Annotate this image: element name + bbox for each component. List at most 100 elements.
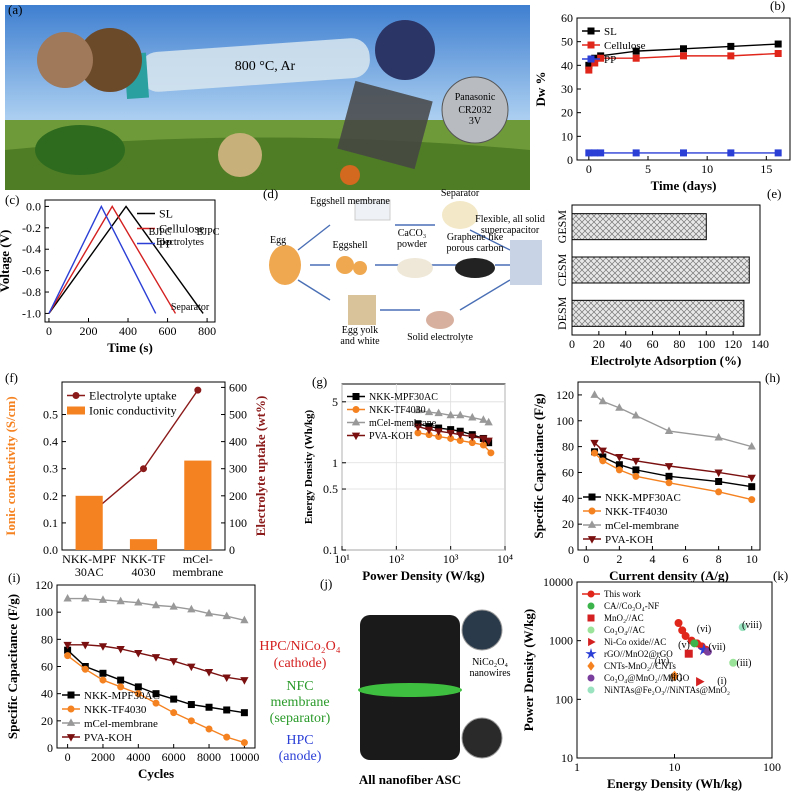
marker <box>587 520 597 528</box>
y-tick-label: 120 <box>35 578 53 592</box>
marker <box>98 595 108 603</box>
x-category-label: NKK-MPF 30AC <box>62 552 116 579</box>
y2-tick-label: 0 <box>229 543 235 557</box>
y-tick-label: 120 <box>556 388 574 402</box>
marker <box>134 650 143 658</box>
marker <box>187 701 195 709</box>
x-tick-label: 10000 <box>229 750 259 764</box>
marker <box>674 619 683 628</box>
legend-label: rGO//MnO2@rGO <box>604 649 673 659</box>
marker <box>240 615 249 624</box>
x-tick-label: 400 <box>119 324 137 338</box>
legend-label: This work <box>604 589 641 599</box>
marker <box>434 408 443 417</box>
annotation: (ii) <box>670 672 682 683</box>
legend-label: Ionic conductivity <box>89 404 177 418</box>
y-tick-label: 0.3 <box>43 462 58 476</box>
marker <box>64 652 72 660</box>
x-tick-label: 8000 <box>197 750 221 764</box>
marker <box>479 435 488 444</box>
y-tick-label: 10000 <box>543 575 573 589</box>
plot-frame <box>576 581 773 759</box>
marker <box>680 149 687 157</box>
annotation: (v) <box>678 640 690 651</box>
y-tick-label: -0.6 <box>22 264 41 278</box>
legend-label: NKK-TF4030 <box>605 506 668 518</box>
marker <box>187 604 196 613</box>
marker <box>222 611 231 620</box>
annotation: Panasonic <box>455 92 496 103</box>
y-category-label: GESM <box>555 210 569 244</box>
x-tick-label: 0 <box>569 337 575 351</box>
marker <box>664 463 674 471</box>
x-axis-label: Electrolyte Adsorption (%) <box>591 353 742 368</box>
marker <box>81 593 90 602</box>
legend-label: CNTs-MnO₂//CNTs <box>604 661 676 671</box>
marker <box>484 417 493 426</box>
panel-label: (e) <box>767 186 781 201</box>
annotation: Separator <box>171 302 210 313</box>
y-tick-label: 60 <box>562 465 574 479</box>
marker <box>715 478 723 486</box>
x-tick-label: 1 <box>574 760 580 774</box>
x-tick-label: 600 <box>159 324 177 338</box>
marker <box>597 149 605 157</box>
marker <box>681 632 690 641</box>
marker <box>680 45 687 53</box>
panel-a-image <box>5 5 530 190</box>
y2-tick-label: 600 <box>229 380 247 394</box>
marker <box>223 706 231 714</box>
y-tick-label: 1 <box>332 456 338 470</box>
marker <box>747 474 756 483</box>
diagram-label: Graphene like porous carbon <box>447 232 504 254</box>
marker <box>680 52 687 60</box>
marker <box>587 536 597 544</box>
legend-label: PVA-KOH <box>369 431 413 442</box>
y-axis-label: Voltage (V) <box>0 230 12 293</box>
marker <box>727 42 735 50</box>
legend-label: PP <box>159 237 173 251</box>
annotation: (iii) <box>737 658 752 669</box>
y-tick-label: 40 <box>562 491 574 505</box>
x-tick-label: 200 <box>79 324 97 338</box>
x-tick-label: 10 <box>746 552 758 566</box>
legend-label: NKK-MPF30AC <box>84 690 160 702</box>
x-tick-label: 8 <box>716 552 722 566</box>
y-tick-label: 0 <box>47 741 53 755</box>
marker <box>632 149 640 157</box>
label: NFC <box>286 679 313 694</box>
x-tick-label: 140 <box>751 337 769 351</box>
egg <box>269 245 301 285</box>
panel-label: (f) <box>5 370 18 385</box>
marker <box>66 718 76 726</box>
marker <box>632 54 640 62</box>
x-tick-label: 10 <box>669 760 681 774</box>
marker <box>240 709 248 717</box>
marker <box>590 439 599 448</box>
diagram-label: Flexible, all solid supercapacitor <box>475 214 545 236</box>
marker <box>747 441 756 450</box>
marker <box>591 59 599 67</box>
marker <box>696 676 705 687</box>
y-tick-label: 0.0 <box>26 199 41 213</box>
marker <box>152 699 160 707</box>
x-tick-label: 5 <box>645 162 651 176</box>
x-tick-label: 10² <box>389 552 405 566</box>
marker <box>67 705 75 713</box>
x-tick-label: 100 <box>763 760 781 774</box>
marker <box>590 390 599 398</box>
marker <box>598 447 607 456</box>
series-line <box>48 205 177 314</box>
legend-label: NKK-MPF30AC <box>369 392 438 403</box>
x-category-label: NKK-TF 4030 <box>122 552 166 579</box>
diagram-label: Egg yolk and white <box>340 325 380 347</box>
panel-label: (a) <box>8 2 22 17</box>
legend-label: Cellulose <box>604 40 646 52</box>
y-tick-label: 60 <box>561 11 573 25</box>
label: membrane <box>270 695 329 710</box>
x-tick-label: 0 <box>583 552 589 566</box>
y-tick-label: 0.5 <box>43 408 58 422</box>
y-tick-label: 0.5 <box>323 482 338 496</box>
marker <box>714 432 723 441</box>
marker <box>169 602 178 610</box>
